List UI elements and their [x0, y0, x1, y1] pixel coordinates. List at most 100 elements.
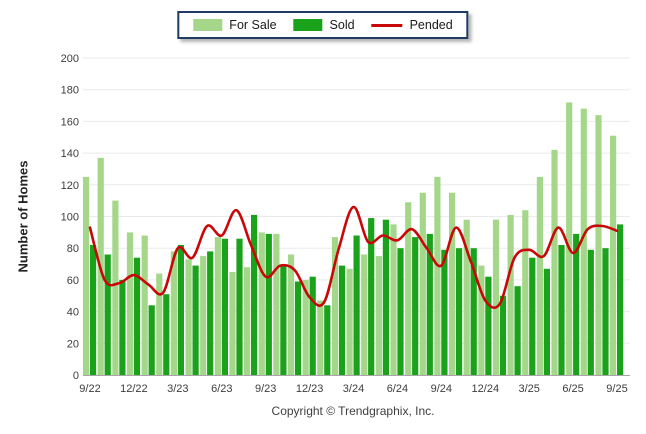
legend-label-for-sale: For Sale [229, 18, 277, 32]
bar-sold [397, 248, 404, 375]
x-tick-label: 3/23 [167, 383, 188, 395]
bar-for-sale [244, 267, 251, 375]
bar-sold [221, 238, 228, 375]
bar-for-sale [258, 232, 265, 376]
y-tick-label: 140 [61, 148, 79, 160]
bar-for-sale [449, 192, 456, 375]
bar-sold [90, 245, 97, 375]
y-tick-label: 200 [61, 53, 79, 65]
x-tick-label: 6/25 [562, 383, 583, 395]
bar-for-sale [566, 102, 573, 376]
bar-sold [104, 254, 111, 375]
copyright-text: Copyright © Trendgraphix, Inc. [271, 404, 435, 418]
bar-sold [236, 238, 243, 375]
bar-sold [280, 265, 287, 375]
bar-for-sale [610, 135, 617, 375]
bar-for-sale [200, 256, 207, 375]
bar-sold [514, 286, 521, 375]
bar-for-sale [536, 176, 543, 375]
bar-for-sale [580, 108, 587, 375]
bar-sold [426, 233, 433, 375]
bar-for-sale [83, 176, 90, 375]
legend-label-pended: Pended [409, 18, 453, 32]
x-tick-label: 3/25 [518, 383, 539, 395]
bar-for-sale [419, 192, 426, 375]
bar-sold [294, 281, 302, 375]
bar-for-sale [463, 219, 470, 375]
bar-sold [353, 235, 360, 375]
bar-sold [163, 294, 170, 375]
bar-sold [192, 265, 199, 375]
bar-for-sale [112, 200, 119, 375]
bar-for-sale [346, 268, 353, 375]
y-tick-label: 100 [61, 212, 79, 224]
bar-for-sale [141, 235, 148, 375]
y-tick-label: 120 [61, 180, 79, 192]
y-tick-label: 80 [67, 243, 79, 255]
bar-sold [251, 214, 258, 375]
y-tick-label: 160 [61, 116, 79, 128]
bar-for-sale [478, 265, 485, 375]
bar-sold [602, 248, 609, 375]
x-tick-label: 9/23 [255, 383, 276, 395]
x-tick-label: 12/22 [120, 383, 148, 395]
bar-for-sale [405, 202, 412, 375]
bar-sold [485, 276, 492, 375]
chart-legend: For Sale Sold Pended [177, 11, 469, 39]
x-tick-label: 9/22 [79, 383, 100, 395]
bar-sold [368, 218, 375, 375]
for-sale-swatch-icon [193, 19, 223, 31]
bar-for-sale [287, 254, 295, 375]
bar-for-sale [317, 300, 324, 375]
x-tick-label: 12/23 [296, 383, 324, 395]
bar-for-sale [273, 233, 280, 375]
y-tick-label: 60 [67, 275, 79, 287]
bar-sold [470, 248, 477, 375]
bar-for-sale [185, 259, 192, 375]
legend-label-sold: Sold [329, 18, 355, 32]
pended-line-swatch-icon [371, 23, 403, 27]
bar-sold [309, 276, 316, 375]
bar-for-sale [302, 279, 309, 375]
bar-sold [456, 248, 463, 375]
y-tick-label: 180 [61, 85, 79, 97]
bar-sold [338, 265, 346, 375]
y-tick-label: 20 [67, 338, 79, 350]
bar-for-sale [492, 219, 500, 375]
bar-sold [412, 237, 419, 375]
x-tick-label: 9/25 [606, 383, 627, 395]
bar-for-sale [551, 149, 558, 375]
bar-sold [324, 305, 331, 375]
bar-for-sale [522, 210, 529, 375]
bar-for-sale [229, 272, 236, 375]
bar-for-sale [170, 251, 177, 375]
bar-sold [529, 257, 536, 375]
pended-line [88, 205, 619, 309]
bar-sold [573, 233, 580, 375]
bar-for-sale [156, 273, 163, 375]
bar-sold [587, 249, 594, 375]
sold-swatch-icon [293, 19, 323, 31]
bar-for-sale [595, 115, 602, 375]
bar-for-sale [126, 232, 134, 376]
x-tick-label: 12/24 [472, 383, 500, 395]
bar-sold [499, 295, 507, 376]
bar-sold [119, 279, 126, 375]
bar-for-sale [361, 254, 368, 375]
x-tick-label: 6/23 [211, 383, 232, 395]
bar-sold [265, 233, 272, 375]
bar-sold [382, 219, 389, 375]
bar-for-sale [507, 214, 514, 375]
x-tick-label: 3/24 [343, 383, 364, 395]
x-tick-label: 9/24 [431, 383, 452, 395]
bar-sold [177, 245, 184, 375]
bar-sold [558, 245, 565, 375]
bar-for-sale [434, 176, 441, 375]
bar-for-sale [375, 256, 382, 375]
x-tick-label: 6/24 [387, 383, 408, 395]
bar-sold [441, 249, 448, 375]
bar-for-sale [390, 224, 397, 375]
bar-sold [133, 257, 141, 375]
bar-sold [207, 251, 214, 375]
